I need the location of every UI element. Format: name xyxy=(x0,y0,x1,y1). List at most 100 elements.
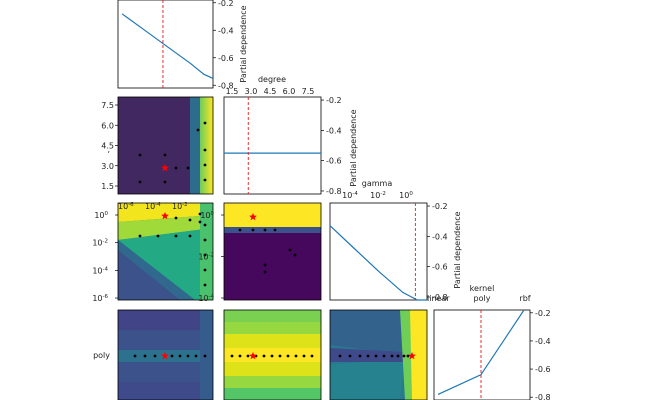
sample-point xyxy=(138,180,142,184)
sample-point xyxy=(230,354,234,358)
best-point-star xyxy=(161,212,169,220)
sample-point xyxy=(246,354,250,358)
sample-point xyxy=(133,354,137,358)
sample-point xyxy=(382,354,386,358)
xtick-degree-0: 1.5 xyxy=(226,87,239,96)
sample-point xyxy=(263,228,267,232)
panel-heatmap-row3-col1 xyxy=(223,309,322,400)
sample-point xyxy=(263,263,267,267)
ytick-label-0: -0.2 xyxy=(218,0,234,8)
sample-point xyxy=(138,153,142,157)
sample-point xyxy=(174,166,178,170)
pd-series-line xyxy=(329,225,427,301)
xtick-degree-2: 4.5 xyxy=(264,87,277,96)
xtick-gamma-1: 10-2 xyxy=(370,191,386,200)
sample-point xyxy=(238,354,242,358)
sample-point xyxy=(406,354,410,358)
sample-point xyxy=(196,128,200,132)
sample-point xyxy=(203,253,207,257)
sample-point xyxy=(170,354,174,358)
xtick-poly: poly xyxy=(474,294,491,303)
ytick-label-3: -0.8 xyxy=(326,187,342,196)
sample-point xyxy=(302,354,306,358)
title-degree: degree xyxy=(258,75,286,84)
title-gamma: gamma xyxy=(362,179,393,188)
ytick-row2c1-1: 10-2 xyxy=(198,253,214,262)
xtick-row2-1: 10-4 xyxy=(145,202,161,211)
panel-pd-gamma: gamma 10-4 10-2 100 -0.2 -0.4 -0.6 -0.8 Parti… xyxy=(329,179,462,303)
ytick-degree-4: 1.5 xyxy=(101,182,114,191)
sample-point xyxy=(294,354,298,358)
best-point-star xyxy=(249,352,257,360)
sample-point xyxy=(348,354,352,358)
sample-point xyxy=(293,253,297,257)
sample-point xyxy=(366,354,370,358)
ytick-gamma-0: 100 xyxy=(94,211,108,220)
sample-point xyxy=(198,212,202,216)
sample-point xyxy=(203,121,207,125)
xtick-degree-4: 7.5 xyxy=(302,87,315,96)
ytick-label-2: -0.6 xyxy=(218,54,234,63)
ylabel-row1: , xyxy=(107,145,110,154)
xtick-degree-1: 3.0 xyxy=(245,87,258,96)
panel-heatmap-row2-col1: 100 10-2 10-4 xyxy=(198,202,322,303)
best-point-star xyxy=(161,352,169,360)
title-kernel: kernel xyxy=(470,284,495,293)
sample-point xyxy=(203,163,207,167)
ytick-label-2: -0.6 xyxy=(432,263,448,272)
ytick-label-0: -0.2 xyxy=(432,202,448,211)
sample-point xyxy=(198,220,202,224)
ytick-label-1: -0.4 xyxy=(326,126,342,135)
ytick-row2c1-0: 100 xyxy=(200,211,214,220)
panel-heatmap-row2-col0: 100 10-2 10-4 10-6 10-6 10-4 10-2 xyxy=(92,202,214,303)
sample-point xyxy=(188,234,192,238)
sample-point xyxy=(263,270,267,274)
sample-point xyxy=(203,238,207,242)
best-point-star xyxy=(408,352,416,360)
panel-pd-kernel: kernel poly rbf -0.2 -0.4 -0.6 -0.8 xyxy=(433,284,551,400)
sample-point xyxy=(203,178,207,182)
ytick-label-2: -0.6 xyxy=(535,365,551,374)
sample-point xyxy=(270,354,274,358)
panel-pd-degree: degree 1.5 3.0 4.5 6.0 7.5 -0.2-0.4-0.6-0.8 … xyxy=(223,75,358,196)
ytick-gamma-2: 10-4 xyxy=(92,266,108,275)
ytick-label-0: -0.2 xyxy=(326,96,342,105)
xtick-row2-0: 10-6 xyxy=(118,202,134,211)
xtick-rbf: rbf xyxy=(519,294,530,303)
xtick-row2-2: 10-2 xyxy=(172,202,188,211)
ytick-label-0: -0.2 xyxy=(535,309,551,318)
sample-point xyxy=(153,354,157,358)
ytick-degree-3: 3.0 xyxy=(101,162,114,171)
panel-heatmap-row3-col0: poly xyxy=(93,309,214,400)
ytick-label-1: -0.4 xyxy=(432,232,448,241)
sample-point xyxy=(194,354,198,358)
sample-point xyxy=(310,354,314,358)
panel-pd-row0: -0.2 -0.4 -0.6 -0.8 Partial dependence xyxy=(117,0,248,90)
sample-point xyxy=(251,228,255,232)
panel-heatmap-row1-col0: 7.5 6.0 4.5 3.0 1.5 , xyxy=(101,96,214,195)
pd-series-line xyxy=(437,309,525,395)
linear-tick: linear xyxy=(427,294,450,303)
ytick-degree-2: 4.5 xyxy=(101,142,114,151)
sample-point xyxy=(188,218,192,222)
sample-point xyxy=(186,166,190,170)
sample-point xyxy=(163,180,167,184)
sample-point xyxy=(174,234,178,238)
ytick-label-1: -0.4 xyxy=(535,337,551,346)
sample-point xyxy=(396,354,400,358)
sample-point xyxy=(402,354,406,358)
sample-point xyxy=(203,268,207,272)
ytick-degree-1: 6.0 xyxy=(101,121,114,130)
ytick-degree-0: 7.5 xyxy=(101,101,114,110)
ylabel-gamma: Partial dependence xyxy=(453,211,462,288)
xtick-gamma-0: 10-4 xyxy=(342,191,358,200)
ylabel-degree: Partial dependence xyxy=(349,109,358,186)
best-point-star xyxy=(249,213,257,221)
sample-point xyxy=(186,354,190,358)
ytick-gamma-1: 10-2 xyxy=(92,239,108,248)
ytick-gamma-3: 10-6 xyxy=(92,294,108,303)
xtick-gamma-2: 100 xyxy=(399,191,413,200)
ytick-row2c1-2: 10-4 xyxy=(198,294,214,303)
sample-point xyxy=(143,354,147,358)
